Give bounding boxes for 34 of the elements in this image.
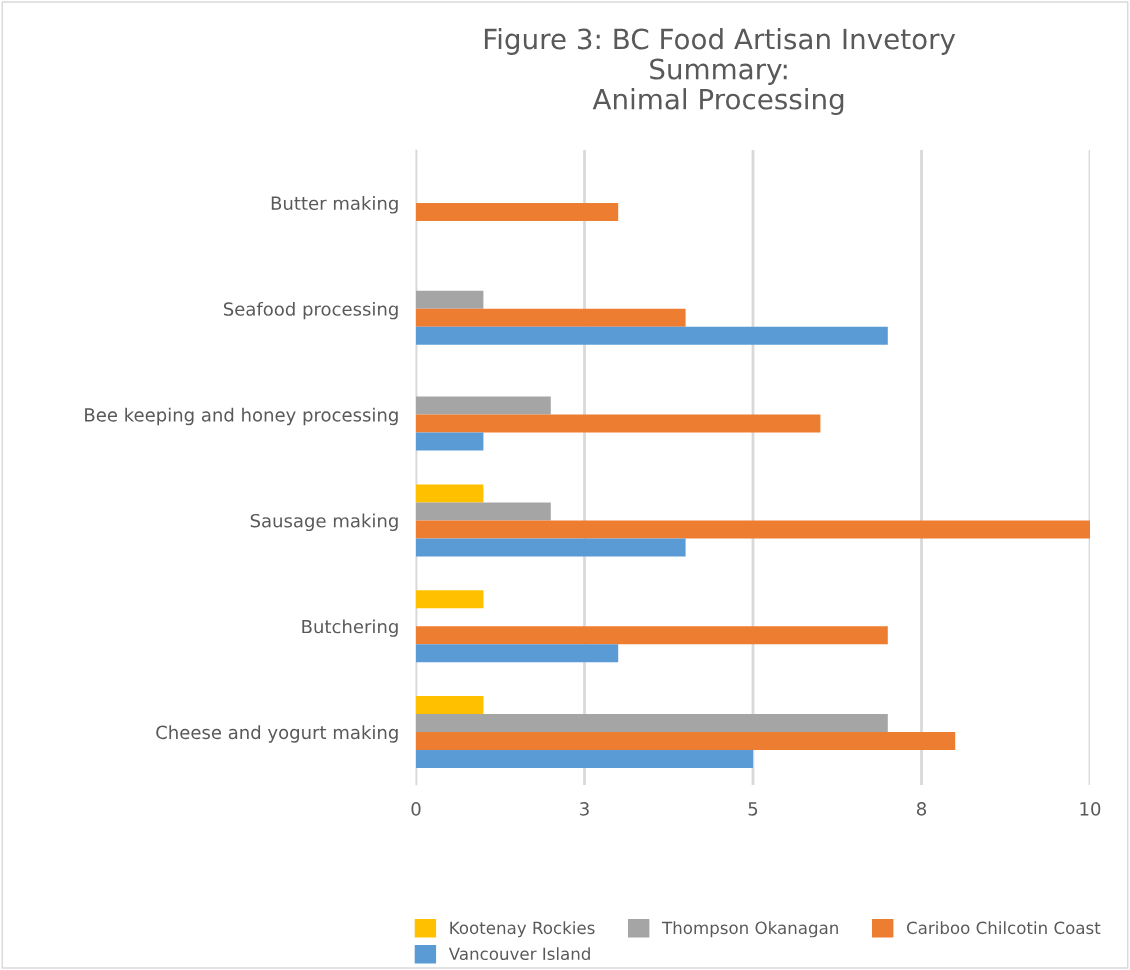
y-tick-label: Butchering: [302, 619, 398, 637]
bar: [416, 202, 619, 221]
legend-label: Cariboo Chilcotin Coast: [906, 921, 1101, 935]
bar: [416, 502, 551, 521]
y-tick-label: Seafood processing: [223, 301, 398, 320]
bar: [416, 308, 686, 327]
bar: [416, 644, 619, 663]
bar: [416, 414, 821, 433]
legend-label: Kootenay Rockies: [450, 921, 595, 938]
bar: [416, 290, 484, 309]
bar: [416, 590, 484, 609]
bar: [416, 396, 551, 415]
legend-label: Vancouver Island: [448, 947, 590, 961]
x-tick-label: 5: [748, 802, 758, 816]
bar: [416, 538, 686, 557]
x-tick-label: 10: [1080, 801, 1101, 816]
bar: [416, 750, 753, 769]
y-tick-label: Bee keeping and honey processing: [85, 407, 398, 426]
bar: [416, 326, 888, 345]
bar: [416, 714, 888, 733]
bar: [416, 520, 1090, 539]
x-tick-label: 3: [580, 801, 589, 816]
y-tick-label: Cheese and yogurt making: [156, 725, 398, 743]
chart-title: Figure 3: BC Food Artisan Invetory Summary: Animal Processing: [484, 28, 956, 115]
bar: [416, 484, 484, 503]
bar: [416, 696, 484, 715]
x-tick-label: 8: [916, 801, 927, 816]
bar: [416, 626, 888, 645]
y-tick-label: Butter making: [271, 196, 398, 214]
bar: [416, 732, 956, 751]
x-tick-label: 0: [411, 801, 421, 816]
y-tick-label: Sausage making: [250, 513, 398, 532]
bar: [416, 432, 484, 451]
legend-label: Thompson Okanagan: [661, 921, 838, 938]
